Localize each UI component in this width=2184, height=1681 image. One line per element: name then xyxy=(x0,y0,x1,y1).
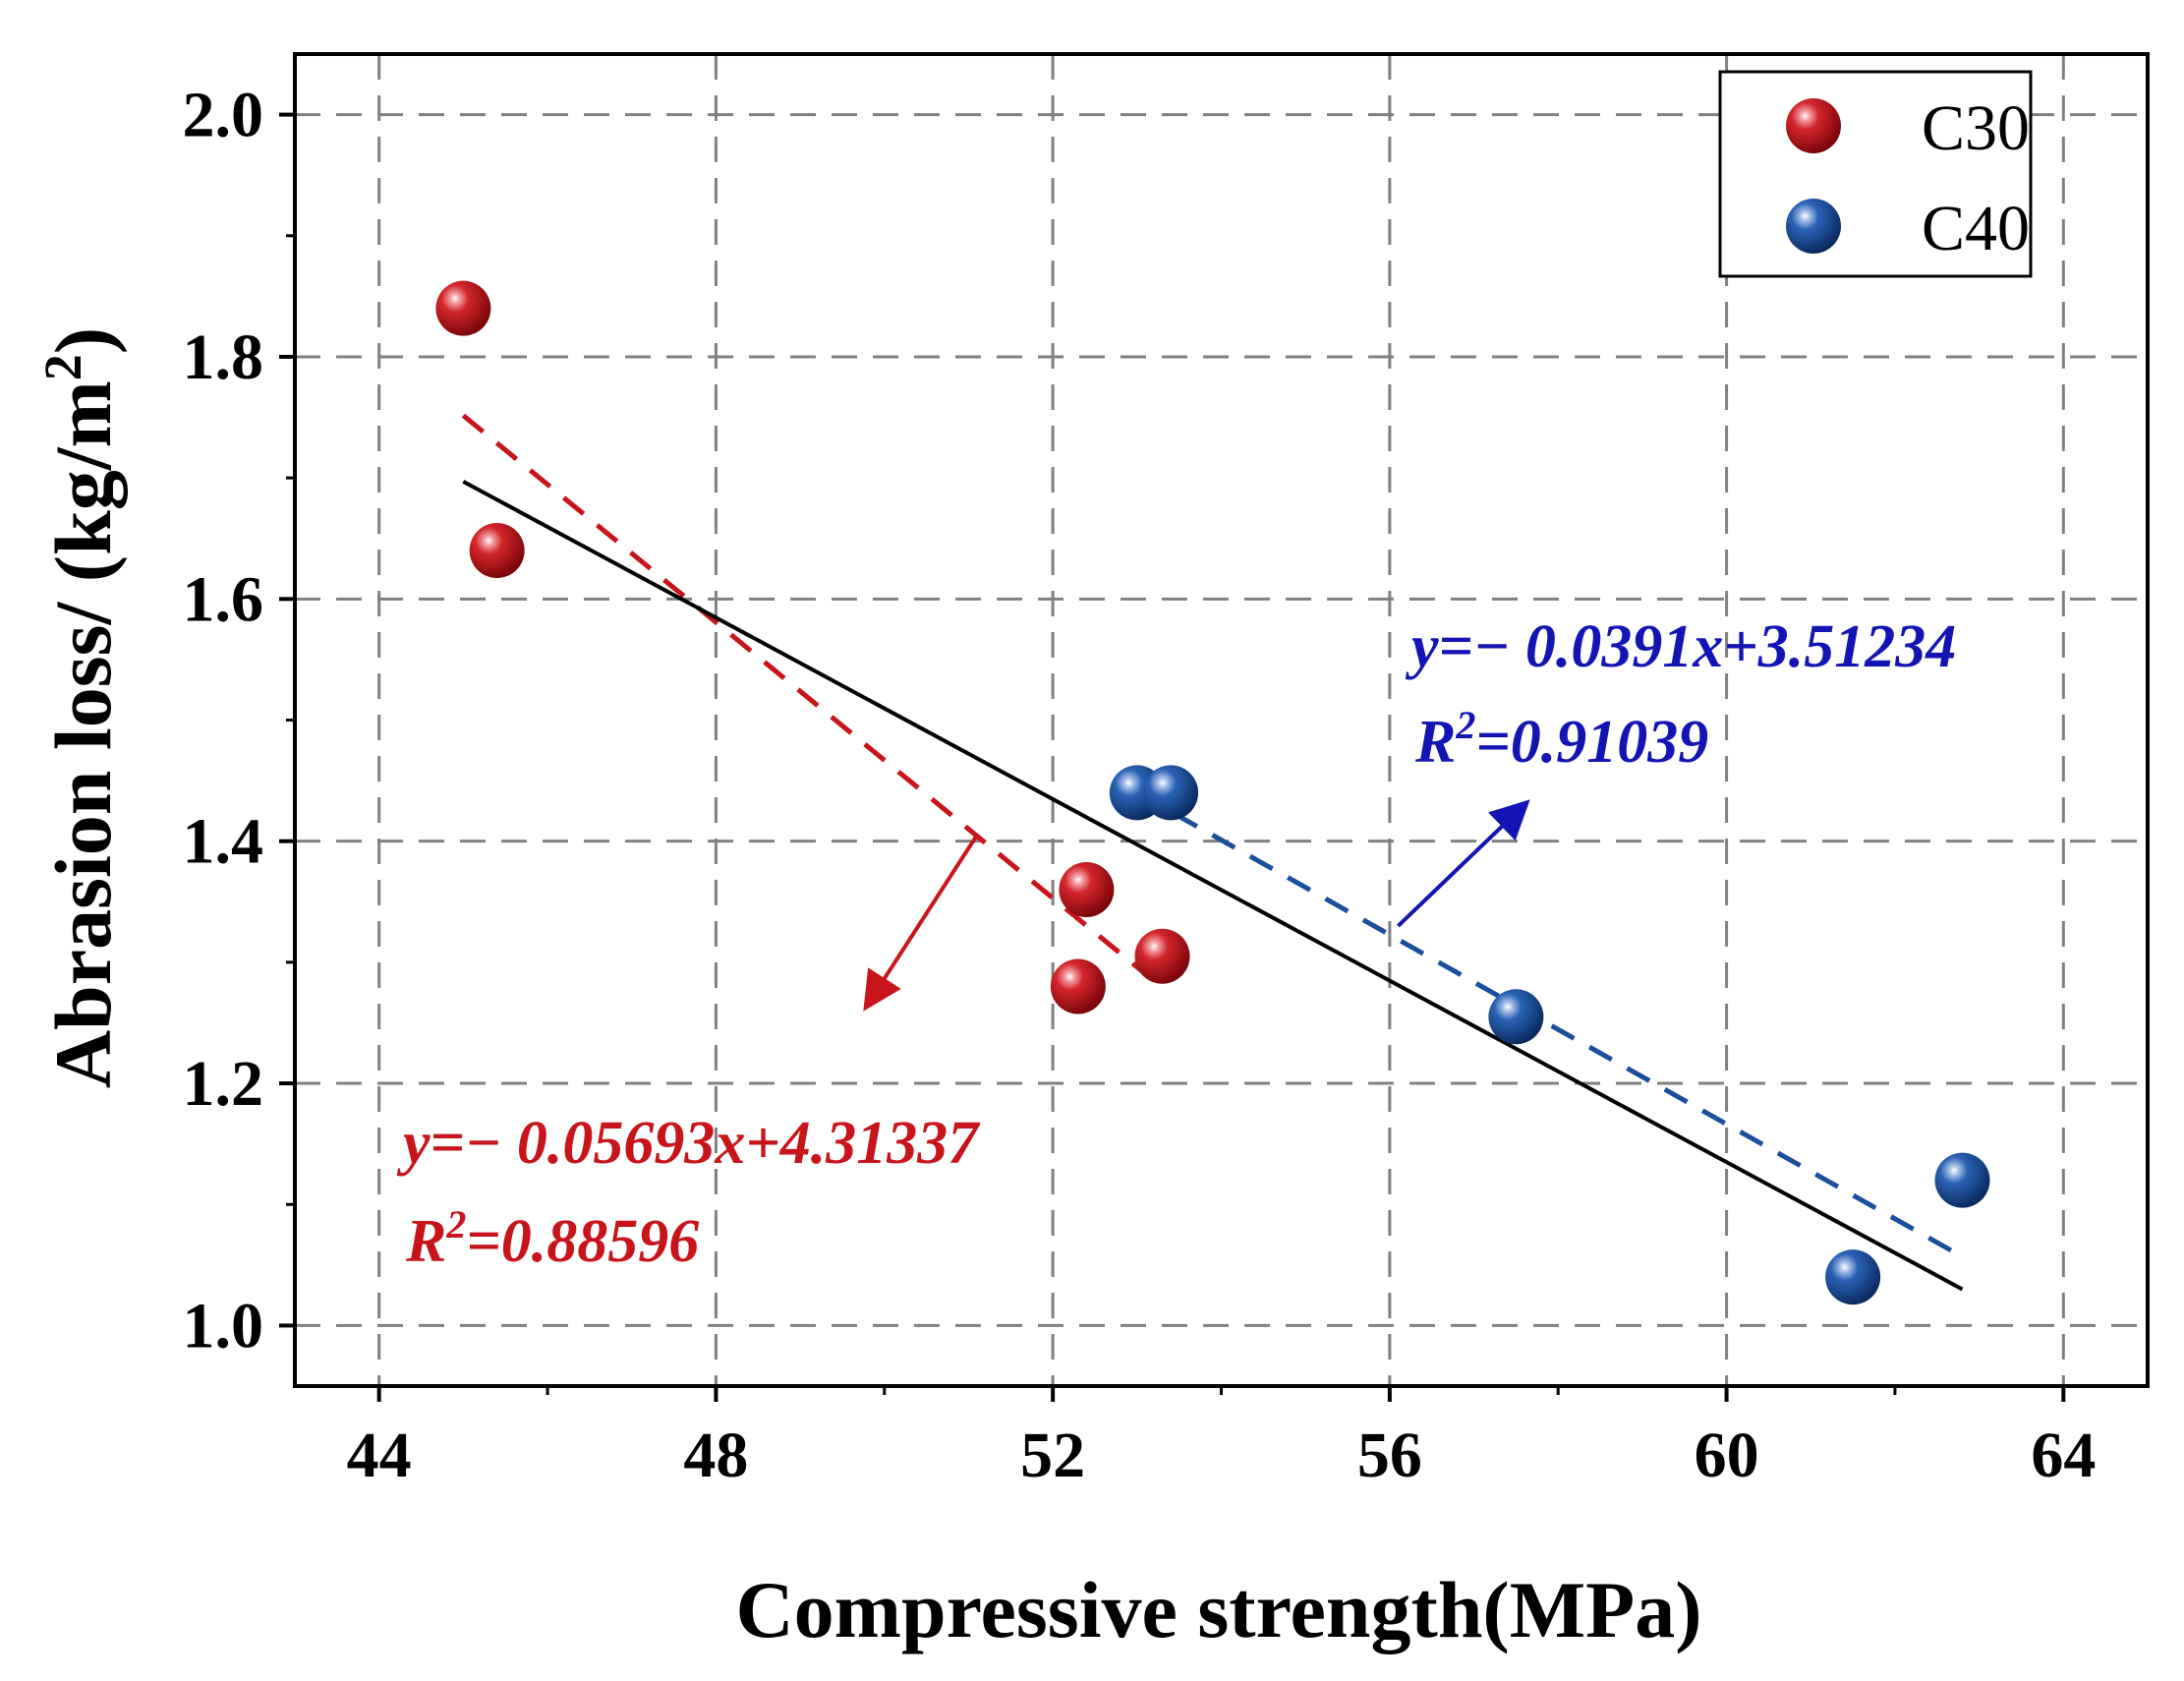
fit-line-overall xyxy=(462,480,1964,1292)
point-c40 xyxy=(1825,1249,1881,1305)
fit-line-c30 xyxy=(461,413,1165,990)
y-tick-label: 1.2 xyxy=(183,1048,264,1120)
fit-line-c40 xyxy=(1135,790,1964,1259)
point-c30 xyxy=(1059,861,1115,917)
point-c30 xyxy=(1050,958,1106,1014)
c40-r2-value: =0.91039 xyxy=(1475,709,1708,776)
arrow-c40 xyxy=(1397,799,1530,928)
y-axis-title-tail: ) xyxy=(38,327,128,354)
y-tick-label: 1.6 xyxy=(183,563,264,635)
c30-equation: y=− 0.05693x+4.31337 xyxy=(396,1110,981,1177)
axis-ticks: 44 48 52 56 60 64 1.0 1.2 1.4 1.6 1.8 2.0 xyxy=(183,80,2097,1491)
x-tick-label: 44 xyxy=(347,1420,412,1491)
c30-r2: R2=0.88596 xyxy=(405,1202,699,1275)
c40-r2-prefix: R xyxy=(1414,709,1456,776)
x-axis-title: Compressive strength(MPa) xyxy=(735,1565,1701,1654)
legend-marker-c30 xyxy=(1786,98,1841,153)
y-axis-title-main: Abrasion loss/ (kg/m xyxy=(38,380,128,1088)
point-c30 xyxy=(435,280,491,336)
c40-r2: R2=0.91039 xyxy=(1414,703,1708,776)
legend-label-c40: C40 xyxy=(1922,193,2030,264)
y-axis-title: Abrasion loss/ (kg/m2) xyxy=(33,327,128,1088)
arrow-c30 xyxy=(863,834,979,1012)
legend-label-c30: C30 xyxy=(1922,92,2030,164)
x-tick-label: 64 xyxy=(2031,1420,2096,1491)
point-c40 xyxy=(1488,989,1544,1045)
x-tick-label: 60 xyxy=(1695,1420,1759,1491)
c30-r2-value: =0.88596 xyxy=(466,1208,699,1275)
point-c30 xyxy=(1134,928,1190,984)
c40-r2-sup: 2 xyxy=(1455,703,1475,747)
fit-lines xyxy=(461,413,1964,1292)
y-tick-label: 1.4 xyxy=(183,806,264,878)
legend: C30 C40 xyxy=(1718,70,2033,278)
c30-r2-prefix: R xyxy=(405,1208,446,1275)
y-tick-label: 1.8 xyxy=(183,321,264,393)
point-c40 xyxy=(1934,1152,1990,1208)
x-tick-label: 52 xyxy=(1020,1420,1085,1491)
data-points xyxy=(435,280,1990,1305)
y-axis-title-sup: 2 xyxy=(33,354,92,380)
y-tick-label: 1.0 xyxy=(183,1290,264,1362)
legend-box xyxy=(1718,70,2033,278)
x-tick-label: 48 xyxy=(683,1420,748,1491)
c30-r2-sup: 2 xyxy=(445,1202,466,1246)
y-tick-label: 2.0 xyxy=(183,80,264,151)
legend-marker-c40 xyxy=(1786,199,1841,254)
point-c30 xyxy=(469,523,525,579)
x-tick-label: 56 xyxy=(1357,1420,1422,1491)
c40-equation: y=− 0.0391x+3.51234 xyxy=(1405,613,1956,680)
annotation-arrows xyxy=(863,799,1530,1012)
point-c40 xyxy=(1143,765,1199,821)
